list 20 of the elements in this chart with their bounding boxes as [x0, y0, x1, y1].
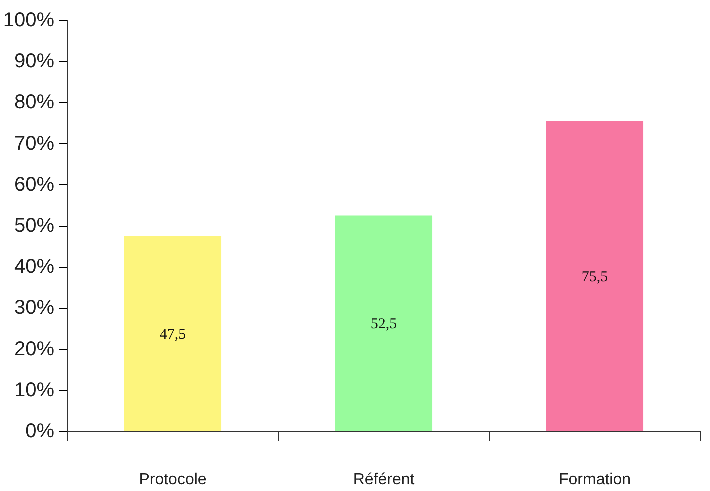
- data-label: 75,5: [582, 269, 608, 286]
- data-label: 47,5: [160, 326, 186, 343]
- y-tick-label: 10%: [14, 379, 55, 402]
- bar: [124, 236, 222, 432]
- y-tick-label: 50%: [14, 215, 55, 237]
- x-tick-label: Formation: [558, 472, 632, 488]
- y-tick-label: 0%: [26, 420, 55, 442]
- y-tick-label: 70%: [14, 132, 55, 155]
- y-tick-label: 90%: [14, 50, 55, 73]
- y-tick-label: 30%: [14, 297, 55, 320]
- x-tick-label: Référent: [353, 472, 416, 488]
- y-tick-label: 20%: [14, 338, 55, 360]
- y-tick-label: 60%: [14, 174, 55, 196]
- y-tick-label: 100%: [3, 10, 55, 32]
- y-tick-label: 40%: [14, 256, 55, 278]
- y-tick-label: 80%: [14, 92, 55, 114]
- bar: [546, 121, 644, 432]
- data-label: 52,5: [370, 316, 398, 333]
- bar: [335, 216, 433, 432]
- x-tick-label: Protocole: [139, 472, 207, 488]
